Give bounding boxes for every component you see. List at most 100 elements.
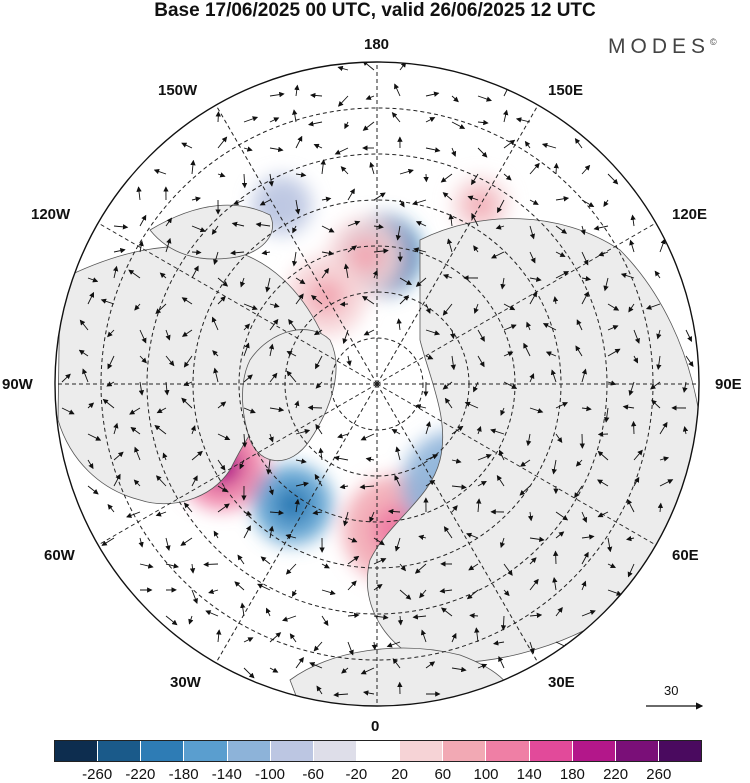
wind-arrow: [269, 91, 285, 98]
wind-arrow: [269, 406, 285, 413]
wind-arrow: [213, 367, 219, 383]
wind-arrow: [365, 94, 375, 100]
wind-arrow: [450, 329, 456, 340]
wind-arrow: [633, 449, 643, 461]
wind-arrow: [415, 277, 427, 287]
wind-arrow: [139, 563, 154, 569]
wind-arrow: [183, 355, 193, 368]
wind-arrow: [294, 400, 300, 409]
wind-arrow: [541, 142, 557, 149]
wind-arrow: [307, 404, 323, 411]
wind-arrow: [216, 629, 222, 643]
colorbar-tick-label: 140: [516, 766, 542, 783]
wind-arrow: [499, 537, 506, 549]
wind-arrow: [243, 510, 252, 516]
wind-arrow: [552, 550, 559, 565]
wind-arrow: [471, 173, 479, 186]
wind-arrow: [234, 581, 245, 591]
wind-arrow: [243, 637, 254, 643]
wind-arrow: [477, 480, 487, 487]
wind-arrow: [269, 510, 284, 516]
wind-arrow: [138, 381, 145, 396]
wind-arrow: [555, 251, 566, 257]
wind-arrow: [529, 407, 544, 414]
wind-arrow: [651, 399, 661, 409]
wind-arrow: [622, 404, 635, 410]
wind-arrow: [240, 602, 246, 617]
wind-arrow: [213, 251, 219, 265]
wind-arrow: [101, 537, 115, 546]
wind-arrow: [347, 188, 355, 201]
wind-arrow: [181, 297, 193, 305]
wind-arrow: [555, 511, 569, 521]
wind-arrow: [191, 265, 199, 279]
wind-arrow: [468, 563, 479, 571]
wind-arrow: [203, 561, 219, 568]
wind-arrow: [682, 426, 689, 435]
wind-arrow: [373, 537, 385, 546]
lon-label-150e: 150E: [548, 82, 584, 99]
wind-arrow: [139, 214, 147, 227]
wind-arrow: [217, 172, 226, 178]
wind-arrow: [477, 95, 492, 102]
lon-label-180: 180: [364, 36, 390, 53]
wind-arrow: [181, 329, 193, 337]
wind-arrow: [165, 329, 171, 341]
wind-arrow: [597, 479, 609, 487]
wind-arrow: [165, 217, 173, 227]
colorbar-bin: [356, 741, 401, 761]
wind-arrow: [343, 263, 350, 279]
lon-label-120e: 120E: [672, 206, 708, 223]
colorbar-bin: [400, 741, 444, 761]
wind-arrow: [269, 632, 282, 643]
wind-arrow: [361, 295, 375, 305]
wind-arrow: [239, 459, 245, 470]
colorbar-bin: [313, 741, 357, 761]
wind-arrow: [519, 485, 531, 496]
wind-arrow: [628, 303, 635, 313]
wind-arrow: [574, 137, 583, 149]
wind-arrow: [205, 610, 219, 617]
anomaly-core: [274, 486, 311, 523]
wind-arrow: [269, 372, 278, 383]
wind-arrow: [133, 479, 141, 487]
wind-arrow: [268, 525, 274, 539]
wind-arrow: [473, 303, 479, 314]
wind-arrow: [347, 555, 360, 565]
lon-label-150w: 150W: [158, 82, 198, 99]
colorbar-tick-label: 60: [434, 766, 452, 783]
wind-arrow: [269, 667, 279, 673]
wind-arrow: [310, 92, 323, 99]
wind-arrow: [659, 238, 666, 253]
wind-arrow: [529, 162, 540, 175]
wind-arrow: [313, 641, 323, 652]
wind-arrow: [82, 368, 89, 383]
wind-arrow: [112, 265, 119, 279]
wind-arrow: [519, 459, 531, 467]
wind-arrow: [155, 475, 167, 487]
wind-arrow: [318, 447, 324, 461]
wind-arrow: [529, 612, 543, 619]
wind-arrow: [440, 607, 453, 617]
wind-arrow: [630, 214, 636, 227]
wind-arrow: [399, 277, 412, 286]
wind-arrow: [321, 615, 329, 627]
wind-arrow: [399, 295, 410, 305]
wind-arrow: [291, 589, 298, 597]
wind-arrow: [217, 296, 226, 305]
wind-arrow: [477, 329, 485, 342]
meridian-line: [376, 222, 657, 385]
wind-arrow: [451, 147, 457, 157]
wind-arrow: [395, 446, 401, 461]
wind-arrow: [550, 369, 557, 383]
wind-arrow: [575, 345, 583, 357]
wind-arrow: [633, 329, 640, 344]
wind-arrow: [395, 225, 402, 241]
wind-arrow: [581, 580, 587, 591]
wind-arrow: [154, 424, 167, 435]
wind-arrow: [415, 404, 427, 410]
wind-arrow: [685, 355, 694, 368]
wind-arrow: [529, 536, 545, 543]
wind-arrow: [321, 225, 335, 233]
wind-arrow: [189, 563, 196, 574]
